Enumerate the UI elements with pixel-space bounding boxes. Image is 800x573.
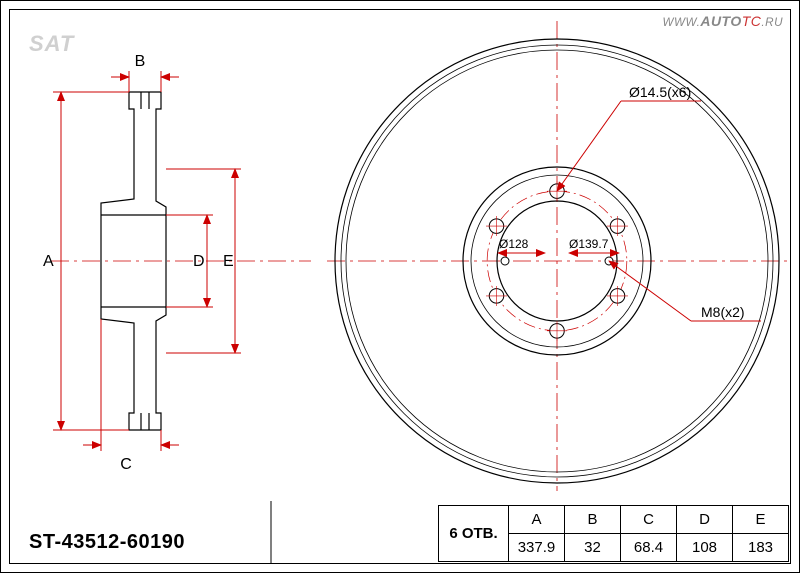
- dim-B: B: [135, 53, 146, 70]
- val-A: 337.9: [509, 534, 565, 562]
- holes-cell: 6 ОТВ.: [439, 506, 509, 562]
- dim-E: E: [223, 253, 234, 270]
- dimension-table: 6 ОТВ. A B C D E 337.9 32 68.4 108 183: [438, 505, 789, 562]
- part-number: ST-43512-60190: [29, 531, 185, 554]
- col-D: D: [677, 506, 733, 534]
- col-B: B: [565, 506, 621, 534]
- val-D: 108: [677, 534, 733, 562]
- dim-A: A: [43, 253, 54, 270]
- val-B: 32: [565, 534, 621, 562]
- dim-m8-label: M8(x2): [701, 304, 745, 320]
- dim-pcd-label: Ø139.7: [569, 237, 609, 251]
- table-header-row: 6 ОТВ. A B C D E: [439, 506, 789, 534]
- front-dimensions: [498, 101, 761, 321]
- val-C: 68.4: [621, 534, 677, 562]
- side-view: A B C D E: [43, 53, 311, 473]
- col-E: E: [733, 506, 789, 534]
- dim-D: D: [193, 253, 205, 270]
- col-C: C: [621, 506, 677, 534]
- dim-C: C: [120, 456, 132, 473]
- dim-bore-label: Ø128: [499, 237, 529, 251]
- dim-bolt-label: Ø14.5(x6): [629, 84, 691, 100]
- col-A: A: [509, 506, 565, 534]
- drawing-container: WWW.AUTOTC.RU SAT: [0, 0, 800, 573]
- front-view: Ø14.5(x6) M8(x2) Ø128 Ø139.7: [327, 21, 789, 491]
- val-E: 183: [733, 534, 789, 562]
- technical-drawing-svg: Ø14.5(x6) M8(x2) Ø128 Ø139.7: [1, 1, 799, 572]
